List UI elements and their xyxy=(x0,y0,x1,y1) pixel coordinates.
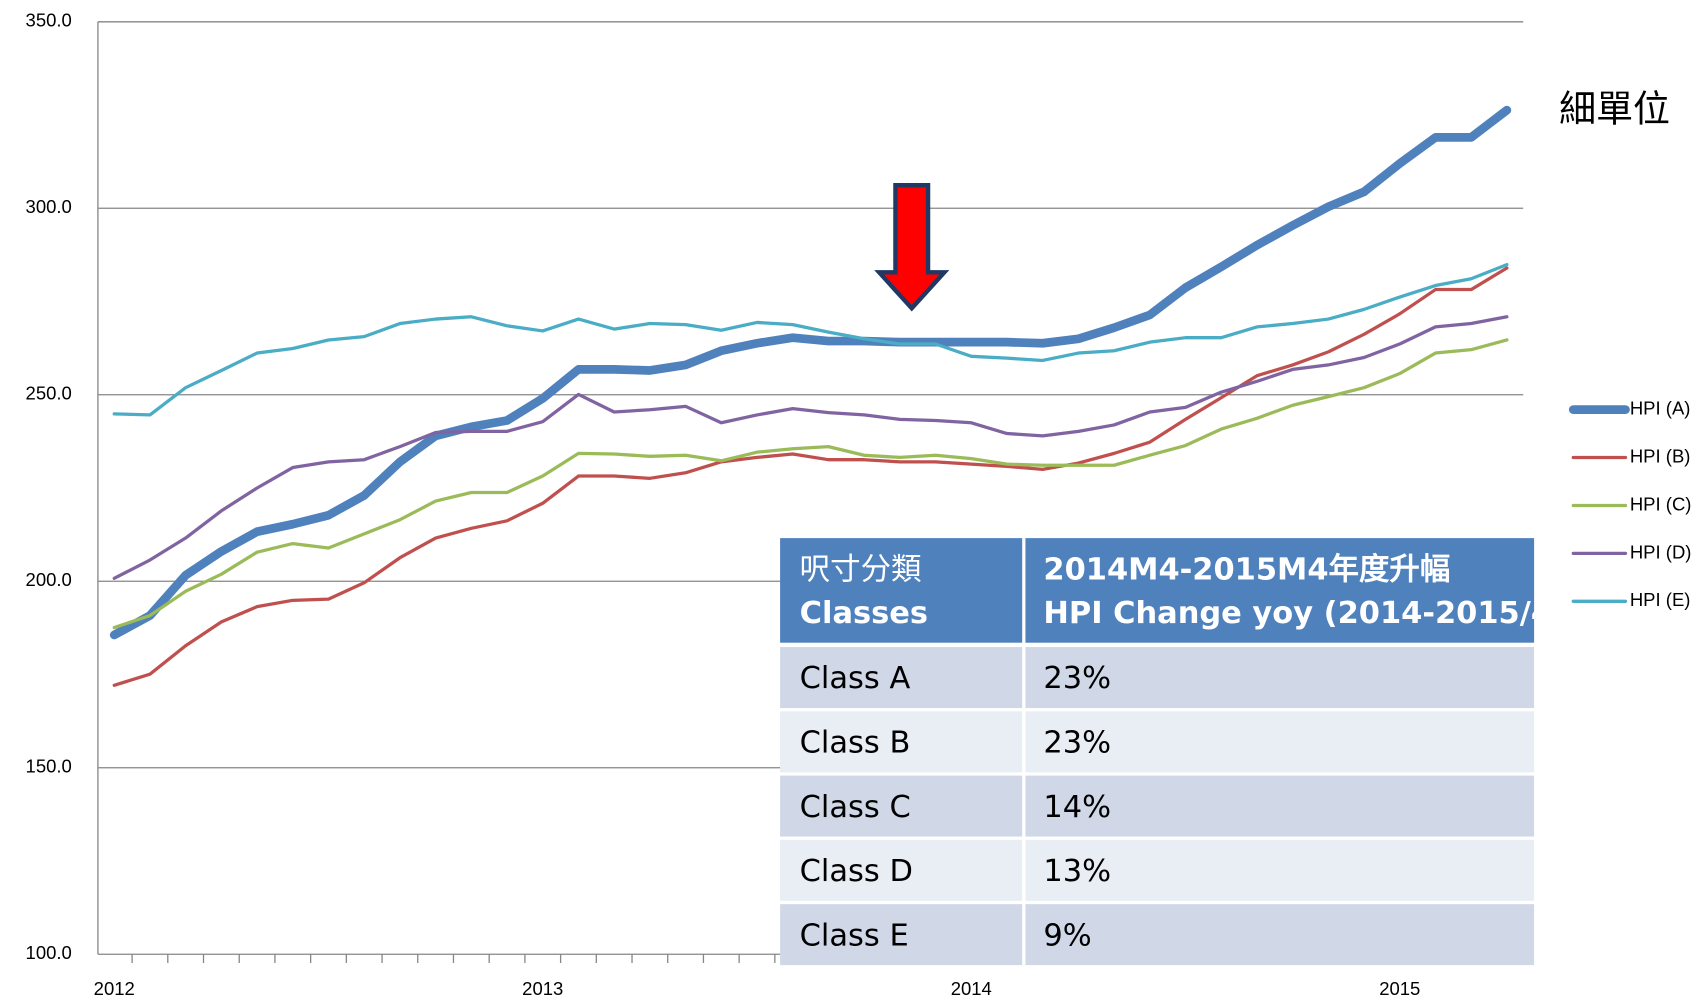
header-text: 2014M4-2015M4年度升幅 xyxy=(1043,552,1450,587)
x-tick-label: 2015 xyxy=(1379,978,1420,999)
y-tick-label: 300.0 xyxy=(26,196,72,217)
table-row-bg xyxy=(780,904,1535,966)
series-line xyxy=(112,315,1509,580)
table-cell: 13% xyxy=(1043,854,1111,889)
table-cell: 23% xyxy=(1043,661,1111,696)
series-line xyxy=(112,338,1509,630)
legend-label: HPI (E) xyxy=(1630,589,1691,610)
table-cell: 9% xyxy=(1043,918,1091,953)
table-row-bg xyxy=(780,775,1535,837)
series-line xyxy=(112,262,1509,417)
header-text: 呎寸分類 xyxy=(800,552,922,587)
legend-label: HPI (B) xyxy=(1630,445,1691,466)
annotation: 細單位 xyxy=(1559,88,1670,131)
table: 呎寸分類 Classes 2014M4-2015M4年度升幅 HPI Change y… xyxy=(780,538,1566,966)
x-tick-label: 2012 xyxy=(94,978,135,999)
down-arrow xyxy=(874,183,950,312)
table-header-bg xyxy=(780,538,1535,643)
table-row-bg xyxy=(780,647,1535,709)
table-cell: Class C xyxy=(800,790,911,825)
y-tick-label: 350.0 xyxy=(26,10,72,31)
table-row-bg xyxy=(780,711,1535,773)
legend-label: HPI (D) xyxy=(1630,541,1692,562)
x-tick-label: 2014 xyxy=(951,978,992,999)
table-cell: 14% xyxy=(1043,790,1111,825)
y-tick-label: 150.0 xyxy=(26,756,72,777)
table-cell: Class E xyxy=(800,918,909,953)
lines: HPI (A) HPI (B) HPI (C) HPI (D) HPI (E) xyxy=(109,105,1692,687)
series-line xyxy=(109,105,1512,640)
y-tick-label: 250.0 xyxy=(26,383,72,404)
legend-label: HPI (C) xyxy=(1630,493,1692,514)
table-cell: Class D xyxy=(800,854,913,889)
table-cell: Class B xyxy=(800,725,911,760)
y-tick-label: 100.0 xyxy=(26,942,72,963)
header-text: Classes xyxy=(800,596,928,631)
x-tick-label: 2013 xyxy=(522,978,563,999)
table-cell: 23% xyxy=(1043,725,1111,760)
y-tick-label: 200.0 xyxy=(26,569,72,590)
header-text: HPI Change yoy (2014-2015/4) xyxy=(1043,596,1566,631)
series-line xyxy=(112,266,1509,687)
legend-label: HPI (A) xyxy=(1630,397,1691,418)
table-cell: Class A xyxy=(800,661,911,696)
arrow xyxy=(874,183,950,312)
table-row-bg xyxy=(780,839,1535,901)
